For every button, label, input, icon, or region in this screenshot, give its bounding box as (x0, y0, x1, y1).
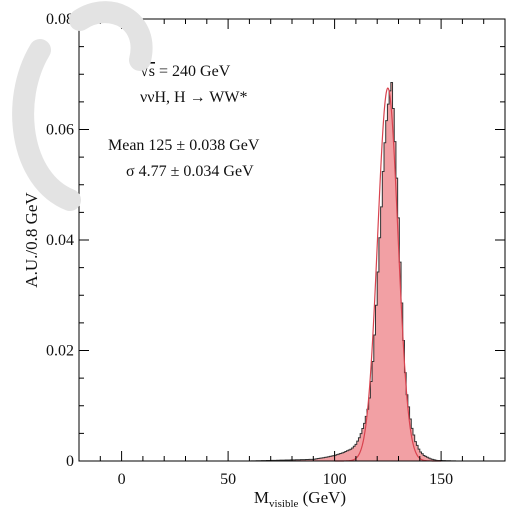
x-tick-label: 100 (323, 471, 347, 488)
x-axis-title-main: M (254, 488, 269, 507)
annotation-mean: Mean 125 ± 0.038 GeV (108, 137, 260, 154)
histogram-steps (249, 82, 463, 462)
x-tick-label: 50 (220, 471, 236, 488)
annotation-sigma: σ 4.77 ± 0.034 GeV (126, 163, 254, 180)
x-tick-label: 150 (429, 471, 453, 488)
energy-value: = 240 GeV (155, 63, 231, 80)
annotations: √s = 240 GeV ννH, H → WW* Mean 125 ± 0.0… (108, 63, 260, 180)
sqrt-symbol: √ (140, 63, 149, 80)
axis-labels: A.U./0.8 GeV Mvisible (GeV) (22, 192, 346, 510)
y-tick-label: 0.06 (46, 122, 74, 139)
plot-frame-group (78, 18, 506, 462)
x-axis-title: Mvisible (GeV) (254, 488, 346, 510)
x-axis-title-sub: visible (269, 498, 298, 510)
plot-frame (78, 18, 506, 462)
y-axis-title: A.U./0.8 GeV (22, 192, 41, 288)
data-marks (249, 82, 463, 462)
x-tick-label: 0 (118, 471, 126, 488)
sqrt-radicand: s (149, 63, 155, 80)
annotation-energy: √s = 240 GeV (140, 63, 231, 80)
annotation-process: ννH, H → WW* (140, 89, 248, 106)
fit-curve (334, 87, 442, 462)
y-tick-label: 0.02 (46, 343, 74, 360)
y-tick-label: 0.04 (46, 232, 74, 249)
y-tick-label: 0 (66, 453, 74, 470)
histogram-fill-area (249, 82, 463, 461)
y-tick-label: 0.08 (46, 11, 74, 28)
x-axis-title-unit: (GeV) (298, 488, 346, 507)
axes: 0 50 100 150 0 0.02 0.04 0.06 0.08 (46, 11, 506, 488)
